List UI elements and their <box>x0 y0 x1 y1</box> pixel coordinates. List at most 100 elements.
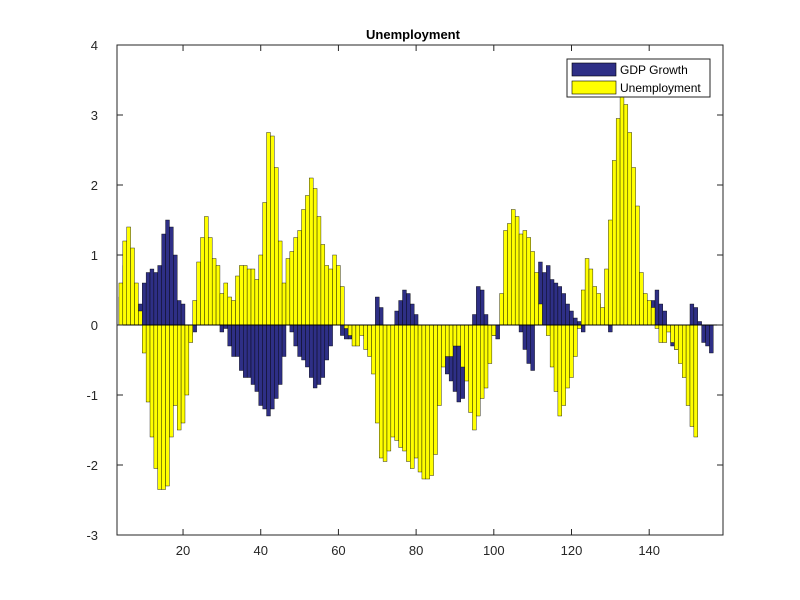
bar-unemployment <box>227 296 232 326</box>
bar-unemployment <box>615 118 621 326</box>
bar-unemployment <box>309 177 314 326</box>
bar-unemployment <box>324 265 329 326</box>
bar-unemployment <box>468 324 473 413</box>
bar-unemployment <box>530 251 535 326</box>
bar-gdp-growth <box>480 289 485 326</box>
bar-gdp-growth <box>658 303 663 326</box>
bar-unemployment <box>332 254 337 326</box>
axis-tick-labels: 20 40 60 80 100 120 140 -3 -2 -1 0 1 2 3 4 <box>86 38 660 558</box>
bar-gdp-growth <box>398 300 403 326</box>
bar-unemployment <box>689 324 695 427</box>
bar-unemployment <box>410 324 415 469</box>
bar-gdp-growth <box>689 303 695 326</box>
bar-unemployment <box>650 307 656 326</box>
bar-unemployment <box>546 324 551 336</box>
bar-unemployment <box>685 324 691 406</box>
bar-unemployment <box>274 167 279 326</box>
bar-unemployment <box>639 272 644 326</box>
bar-unemployment <box>476 324 481 417</box>
bar-unemployment <box>278 240 283 326</box>
bar-unemployment <box>316 216 322 326</box>
bar-unemployment <box>231 300 236 326</box>
bar-gdp-growth <box>476 286 481 326</box>
bar-unemployment <box>126 226 131 326</box>
bar-unemployment <box>344 324 349 329</box>
bar-unemployment <box>534 272 539 326</box>
bar-unemployment <box>464 324 469 382</box>
bar-gdp-growth <box>557 286 562 326</box>
bar-unemployment <box>592 286 597 326</box>
y-tick-label: 4 <box>91 38 98 53</box>
bar-unemployment <box>200 237 205 326</box>
bar-gdp-growth <box>394 310 399 326</box>
legend-label-gdp-growth: GDP Growth <box>620 63 688 77</box>
bar-gdp-growth <box>227 324 232 347</box>
bar-unemployment <box>173 324 178 406</box>
bar-unemployment <box>448 324 454 357</box>
bar-unemployment <box>285 258 291 326</box>
bar-gdp-growth <box>266 324 271 417</box>
bar-unemployment <box>246 268 252 326</box>
bar-gdp-growth <box>293 324 298 347</box>
bar-gdp-growth <box>320 324 326 378</box>
bar-gdp-growth <box>180 303 186 326</box>
bar-unemployment <box>413 324 419 459</box>
bar-unemployment <box>619 93 625 326</box>
bar-unemployment <box>514 216 520 326</box>
bar-gdp-growth <box>654 289 660 326</box>
bar-unemployment <box>445 324 450 357</box>
bar-unemployment <box>367 324 372 357</box>
bar-gdp-growth <box>309 324 314 378</box>
bar-gdp-growth <box>231 324 236 357</box>
bar-unemployment <box>631 167 636 326</box>
bar-gdp-growth <box>177 300 182 326</box>
bar-unemployment <box>421 324 427 480</box>
bar-unemployment <box>211 258 217 326</box>
bar-gdp-growth <box>705 324 710 347</box>
bar-unemployment <box>270 135 275 326</box>
bar-unemployment <box>192 300 197 326</box>
bar-gdp-growth <box>312 324 318 389</box>
bar-unemployment <box>371 324 376 375</box>
y-tick-label: 0 <box>91 318 98 333</box>
bar-gdp-growth <box>142 282 147 326</box>
bar-gdp-growth <box>297 324 302 357</box>
bar-unemployment <box>289 251 294 326</box>
bar-unemployment <box>281 282 287 326</box>
bar-gdp-growth <box>254 324 259 392</box>
bar-gdp-growth <box>149 268 155 326</box>
bar-unemployment <box>145 324 151 403</box>
bar-unemployment <box>398 324 403 448</box>
bars-layer <box>117 93 723 490</box>
bar-unemployment <box>565 324 570 389</box>
bar-unemployment <box>577 324 582 329</box>
bar-gdp-growth <box>328 324 333 347</box>
bar-unemployment <box>499 293 504 326</box>
bar-unemployment <box>647 300 652 326</box>
bar-unemployment <box>511 209 516 326</box>
bar-unemployment <box>635 205 640 326</box>
bar-gdp-growth <box>258 324 263 406</box>
bar-gdp-growth <box>281 324 287 357</box>
bar-unemployment <box>118 282 124 326</box>
x-tick-label: 100 <box>483 543 505 558</box>
bar-unemployment <box>258 254 263 326</box>
bar-gdp-growth <box>219 324 225 333</box>
bar-gdp-growth <box>518 324 524 333</box>
y-tick-label: 3 <box>91 108 98 123</box>
bar-unemployment <box>518 233 524 326</box>
bar-unemployment <box>487 324 493 364</box>
bar-gdp-growth <box>410 303 415 326</box>
bar-unemployment <box>460 324 465 368</box>
bar-gdp-growth <box>495 324 500 340</box>
bar-unemployment <box>340 286 345 326</box>
bar-unemployment <box>526 237 531 326</box>
bar-unemployment <box>658 324 663 343</box>
bar-unemployment <box>177 324 182 431</box>
bar-unemployment <box>250 268 256 326</box>
bar-unemployment <box>670 324 675 343</box>
bar-gdp-growth <box>581 324 586 333</box>
bar-gdp-growth <box>402 289 407 326</box>
bar-unemployment <box>483 324 489 389</box>
bar-gdp-growth <box>243 324 248 378</box>
